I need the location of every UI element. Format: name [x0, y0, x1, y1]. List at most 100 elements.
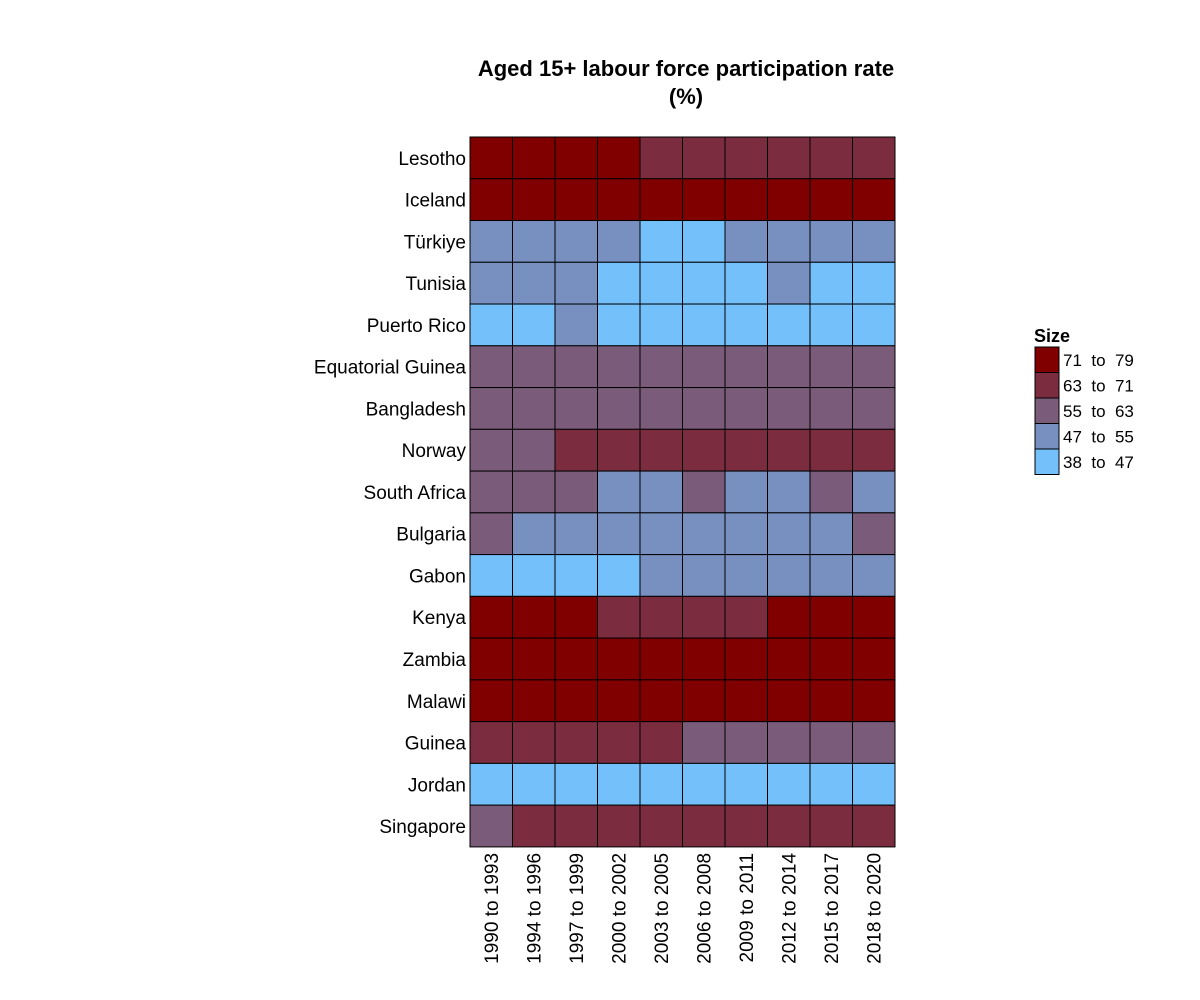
heatmap-cell [639, 637, 683, 681]
heatmap-cell [809, 303, 853, 347]
heatmap-cell [767, 554, 811, 597]
heatmap-cell [597, 679, 641, 723]
heatmap-cell [512, 595, 556, 639]
heatmap-cell [554, 721, 598, 764]
heatmap-cell [597, 178, 641, 222]
heatmap-cell [597, 512, 641, 556]
heatmap-cell [469, 512, 513, 556]
heatmap-cell [639, 178, 683, 222]
heatmap-cell [682, 512, 726, 556]
heatmap-cell [469, 637, 513, 681]
heatmap-cell [512, 554, 556, 597]
heatmap-cell [767, 470, 811, 514]
y-tick-label: Norway [402, 441, 467, 462]
heatmap-cell [682, 637, 726, 681]
legend-label: 63 to 71 [1063, 376, 1134, 395]
heatmap-cell [597, 345, 641, 389]
heatmap-cell [852, 595, 896, 639]
heatmap-cell [639, 721, 683, 764]
heatmap-cell [469, 345, 513, 389]
heatmap-cell [682, 261, 726, 305]
heatmap-cell [724, 595, 768, 639]
heatmap-cell [724, 804, 768, 848]
legend-label: 55 to 63 [1063, 402, 1134, 421]
heatmap-cell [512, 679, 556, 723]
heatmap-cell [852, 178, 896, 222]
heatmap-cell [597, 595, 641, 639]
heatmap-cell [852, 428, 896, 472]
y-tick-label: Puerto Rico [367, 316, 466, 337]
heatmap-cell [639, 804, 683, 848]
heatmap-cell [724, 512, 768, 556]
heatmap-cell [724, 762, 768, 806]
heatmap-cell [469, 178, 513, 222]
heatmap-cell [554, 470, 598, 514]
heatmap-cell [639, 554, 683, 597]
heatmap-cell [512, 178, 556, 222]
heatmap-cell [639, 428, 683, 472]
heatmap-cell [469, 721, 513, 764]
x-tick-label: 2009 to 2011 [737, 853, 758, 963]
legend-swatch [1034, 346, 1060, 373]
heatmap-cell [809, 679, 853, 723]
heatmap-cell [809, 554, 853, 597]
y-tick-label: Bangladesh [366, 399, 466, 420]
heatmap-cell [639, 762, 683, 806]
heatmap-cell [469, 428, 513, 472]
heatmap-cell [724, 303, 768, 347]
heatmap-cell [852, 303, 896, 347]
heatmap-cell [597, 428, 641, 472]
heatmap-cell [554, 637, 598, 681]
heatmap-cell [554, 261, 598, 305]
heatmap-cell [682, 428, 726, 472]
heatmap-cell [852, 470, 896, 514]
heatmap-cell [682, 178, 726, 222]
legend-label: 38 to 47 [1063, 453, 1134, 472]
x-tick-label: 2000 to 2002 [610, 853, 631, 964]
heatmap-cell [554, 387, 598, 430]
heatmap-cell [639, 220, 683, 263]
heatmap-cell [469, 762, 513, 806]
heatmap-cell [469, 595, 513, 639]
heatmap-cell [639, 470, 683, 514]
heatmap-cell [512, 721, 556, 764]
heatmap-cell [597, 220, 641, 263]
heatmap-cell [682, 595, 726, 639]
y-tick-label: South Africa [364, 483, 467, 504]
heatmap-cell [554, 345, 598, 389]
y-tick-label: Zambia [403, 650, 467, 671]
heatmap-cell [724, 178, 768, 222]
heatmap-cell [724, 261, 768, 305]
heatmap-cell [852, 136, 896, 180]
y-tick-label: Bulgaria [396, 525, 466, 546]
heatmap-cell [597, 261, 641, 305]
heatmap-cell [554, 679, 598, 723]
x-tick-label: 1990 to 1993 [482, 853, 503, 964]
heatmap-cell [852, 679, 896, 723]
heatmap-cell [682, 679, 726, 723]
heatmap-cell [724, 679, 768, 723]
heatmap-cell [639, 136, 683, 180]
heatmap-cell [554, 554, 598, 597]
heatmap-cell [767, 387, 811, 430]
heatmap-cell [597, 804, 641, 848]
heatmap-cell [512, 261, 556, 305]
chart-title: Aged 15+ labour force participation rate [477, 56, 895, 81]
x-tick-label: 2015 to 2017 [822, 853, 843, 964]
heatmap-cell [469, 679, 513, 723]
heatmap-cell [512, 428, 556, 472]
x-tick-label: 1997 to 1999 [567, 853, 588, 964]
heatmap-cell [512, 303, 556, 347]
legend-swatch [1034, 448, 1060, 475]
heatmap-cell [469, 136, 513, 180]
heatmap-cell [767, 178, 811, 222]
chart-subtitle: (%) [668, 84, 704, 109]
heatmap-cell [724, 554, 768, 597]
heatmap-cell [512, 387, 556, 430]
heatmap-cell [724, 136, 768, 180]
heatmap-cell [809, 261, 853, 305]
heatmap-cell [809, 470, 853, 514]
y-tick-label: Malawi [407, 692, 466, 713]
heatmap-cell [852, 721, 896, 764]
heatmap-cell [469, 804, 513, 848]
